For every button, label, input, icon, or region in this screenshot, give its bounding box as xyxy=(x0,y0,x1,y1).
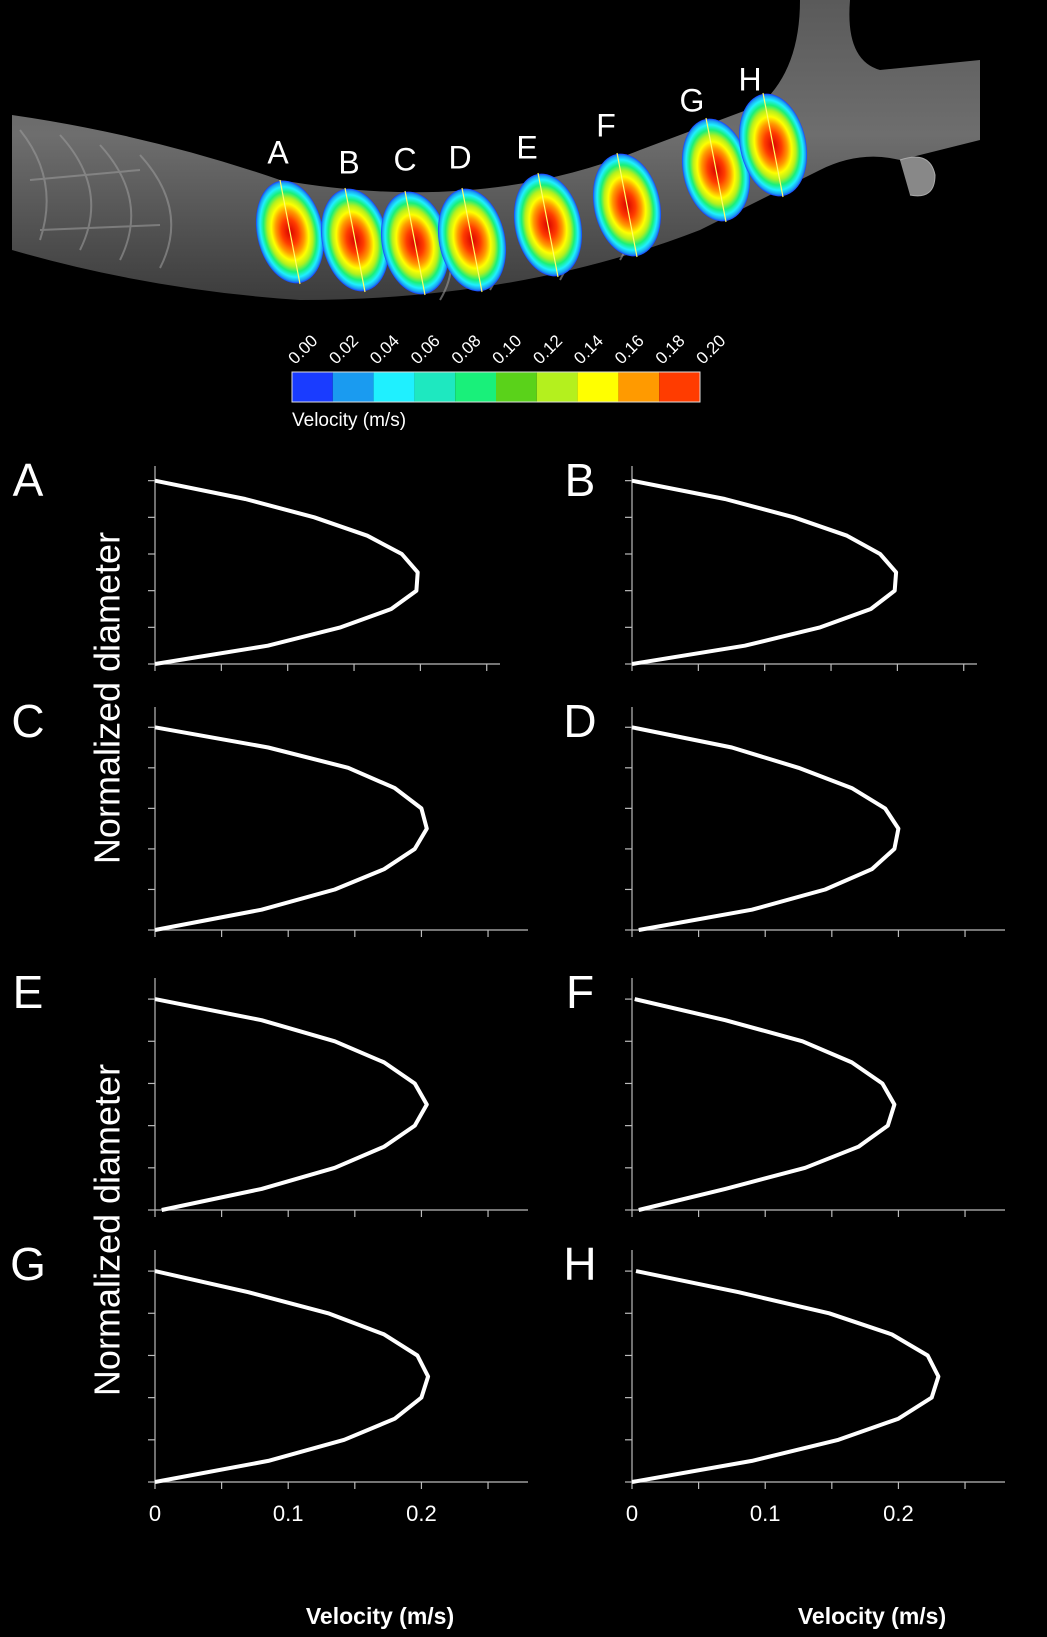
panel-label: G xyxy=(10,1238,46,1290)
slice-label: A xyxy=(267,134,289,170)
x-tick-label: 0.1 xyxy=(273,1501,304,1526)
velocity-profile xyxy=(631,478,899,666)
panel-label: F xyxy=(566,966,594,1018)
slice-diameter xyxy=(404,190,426,296)
velocity-profile xyxy=(634,997,897,1212)
x-tick-label: 0.2 xyxy=(883,1501,914,1526)
profile-charts: A Normalized diameter B C D E Normalized diame… xyxy=(10,454,1005,1629)
slice-label: B xyxy=(338,144,359,180)
slice-label: E xyxy=(516,129,537,165)
slice-label: H xyxy=(738,61,761,97)
colorbar-segment xyxy=(618,372,660,402)
colorbar-segment xyxy=(373,372,415,402)
panel-label: E xyxy=(13,966,44,1018)
panel-label: C xyxy=(11,695,44,747)
vessel xyxy=(12,0,980,300)
y-axis-label: Normalized diameter xyxy=(87,1064,128,1396)
colorbar-segment xyxy=(332,372,374,402)
x-tick-label: 0 xyxy=(626,1501,638,1526)
velocity-profile xyxy=(154,1269,431,1484)
x-tick-label: 0.2 xyxy=(406,1501,437,1526)
colorbar-segment xyxy=(455,372,496,402)
slice-label: F xyxy=(596,107,616,143)
velocity-profile xyxy=(631,725,901,932)
slice-diameter xyxy=(279,179,301,285)
x-tick-label: 0.1 xyxy=(750,1501,781,1526)
panel-label: B xyxy=(565,454,596,506)
slice-diameter xyxy=(705,117,727,223)
colorbar-label: Velocity (m/s) xyxy=(292,410,406,431)
slice-label: C xyxy=(393,141,416,177)
x-tick-label: 0 xyxy=(149,1501,161,1526)
slice-label: D xyxy=(448,139,471,175)
colorbar-segment xyxy=(536,372,578,402)
slice-label: G xyxy=(680,82,705,118)
slice-diameter xyxy=(537,172,559,278)
slice-diameter xyxy=(461,187,483,293)
x-axis-label: Velocity (m/s) xyxy=(798,1603,946,1629)
panel-label: A xyxy=(13,454,44,506)
slice-diameter xyxy=(762,92,784,198)
side-branch xyxy=(899,156,936,197)
slice-diameter xyxy=(344,187,366,293)
y-axis-label: Normalized diameter xyxy=(87,532,128,864)
velocity-profile xyxy=(631,1269,941,1484)
x-axis-label: Velocity (m/s) xyxy=(306,1603,454,1629)
colorbar-segment xyxy=(659,372,700,402)
colorbar-frame xyxy=(291,371,701,403)
velocity-profile xyxy=(154,725,429,932)
slice-diameter xyxy=(616,152,638,258)
panel-label: H xyxy=(563,1238,596,1290)
velocity-profile xyxy=(154,997,429,1212)
colorbar-segment xyxy=(292,372,333,402)
colorbar-segment xyxy=(496,372,537,402)
panel-label: D xyxy=(563,695,596,747)
velocity-profile xyxy=(154,478,420,666)
colorbar-segment xyxy=(414,372,456,402)
colorbar-segment xyxy=(577,372,619,402)
